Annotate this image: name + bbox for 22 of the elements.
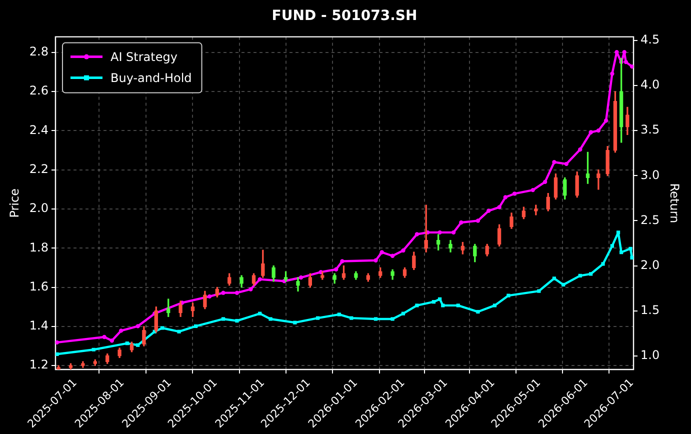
y-tick-label: 1.6 xyxy=(29,279,48,294)
y-tick-label: 2.6 xyxy=(29,84,48,98)
y2-tick-label: 1.5 xyxy=(640,302,660,317)
y-tick-label: 2.2 xyxy=(29,162,48,176)
y2-tick-label: 4.5 xyxy=(640,32,660,47)
y-tick-label: 2.0 xyxy=(29,201,48,216)
y2-tick-label: 4.0 xyxy=(640,78,660,92)
y-tick-label: 1.8 xyxy=(29,240,48,254)
y-tick-label: 2.8 xyxy=(29,44,48,59)
legend-label: AI Strategy xyxy=(110,50,178,64)
y-tick-label: 2.4 xyxy=(29,122,48,137)
y2-tick-label: 3.5 xyxy=(640,122,660,137)
y-tick-label: 1.4 xyxy=(29,318,48,333)
y-tick-label: 1.2 xyxy=(29,358,48,372)
y2-tick-label: 3.0 xyxy=(640,168,660,182)
y2-tick-label: 1.0 xyxy=(640,348,660,362)
y2-axis-title: Return xyxy=(668,183,682,224)
y2-tick-label: 2.0 xyxy=(640,258,660,272)
y-axis-title: Price xyxy=(7,188,22,218)
legend-label: Buy-and-Hold xyxy=(110,70,192,85)
y2-tick-label: 2.5 xyxy=(640,212,660,227)
chart-title: FUND - 501073.SH xyxy=(272,8,418,24)
